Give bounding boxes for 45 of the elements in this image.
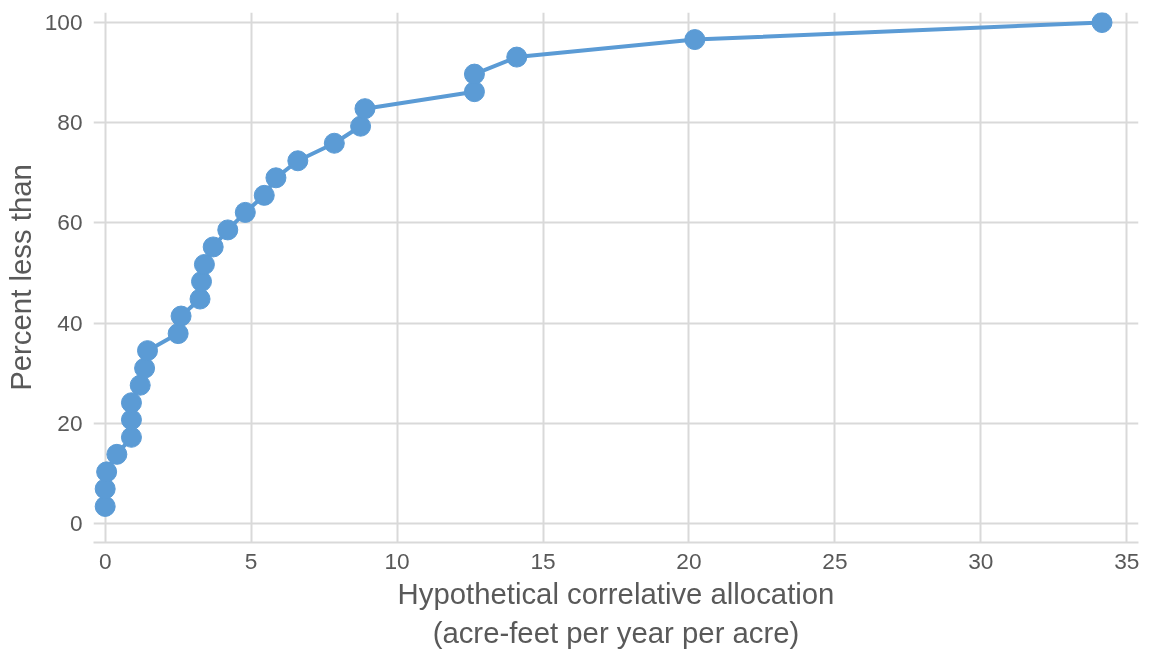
x-tick-label: 20 [676,547,702,574]
point [129,374,151,396]
x-tick-label: 0 [98,547,112,574]
point [137,340,158,362]
y-tick-label: 100 [44,9,83,36]
point [191,271,212,292]
point [189,288,211,310]
point [120,409,142,431]
x-tick-label: 25 [822,547,848,574]
x-axis-title: Hypothetical correlative allocation (acre-feet per year per acre) [397,576,835,650]
point [323,132,345,154]
point [350,115,372,137]
point [234,201,256,223]
point [287,150,309,172]
point [167,323,189,345]
point [506,46,528,68]
point [354,98,376,120]
point [94,495,116,517]
point [463,81,485,103]
point [106,443,128,465]
point [170,305,192,327]
point [120,426,142,448]
point [463,63,485,85]
point [193,254,215,275]
y-tick-label: 0 [69,509,83,536]
y-axis-title: Percent less than [3,164,37,391]
y-tick-label: 80 [57,109,83,136]
point [120,392,142,414]
x-tick-label: 35 [1114,547,1140,574]
point [96,461,118,483]
x-tick-label: 5 [244,547,258,574]
y-tick-label: 60 [57,209,83,236]
x-tick-label: 30 [968,547,994,574]
y-tick-label: 40 [57,309,83,336]
point [217,219,239,241]
point [1091,12,1113,33]
x-tick-label: 15 [530,547,556,574]
point [265,167,287,189]
x-tick-label: 10 [384,547,410,574]
point [202,236,224,258]
point [134,357,156,379]
point [684,29,706,51]
point [94,478,116,500]
y-tick-label: 20 [57,409,83,436]
point [253,184,275,206]
